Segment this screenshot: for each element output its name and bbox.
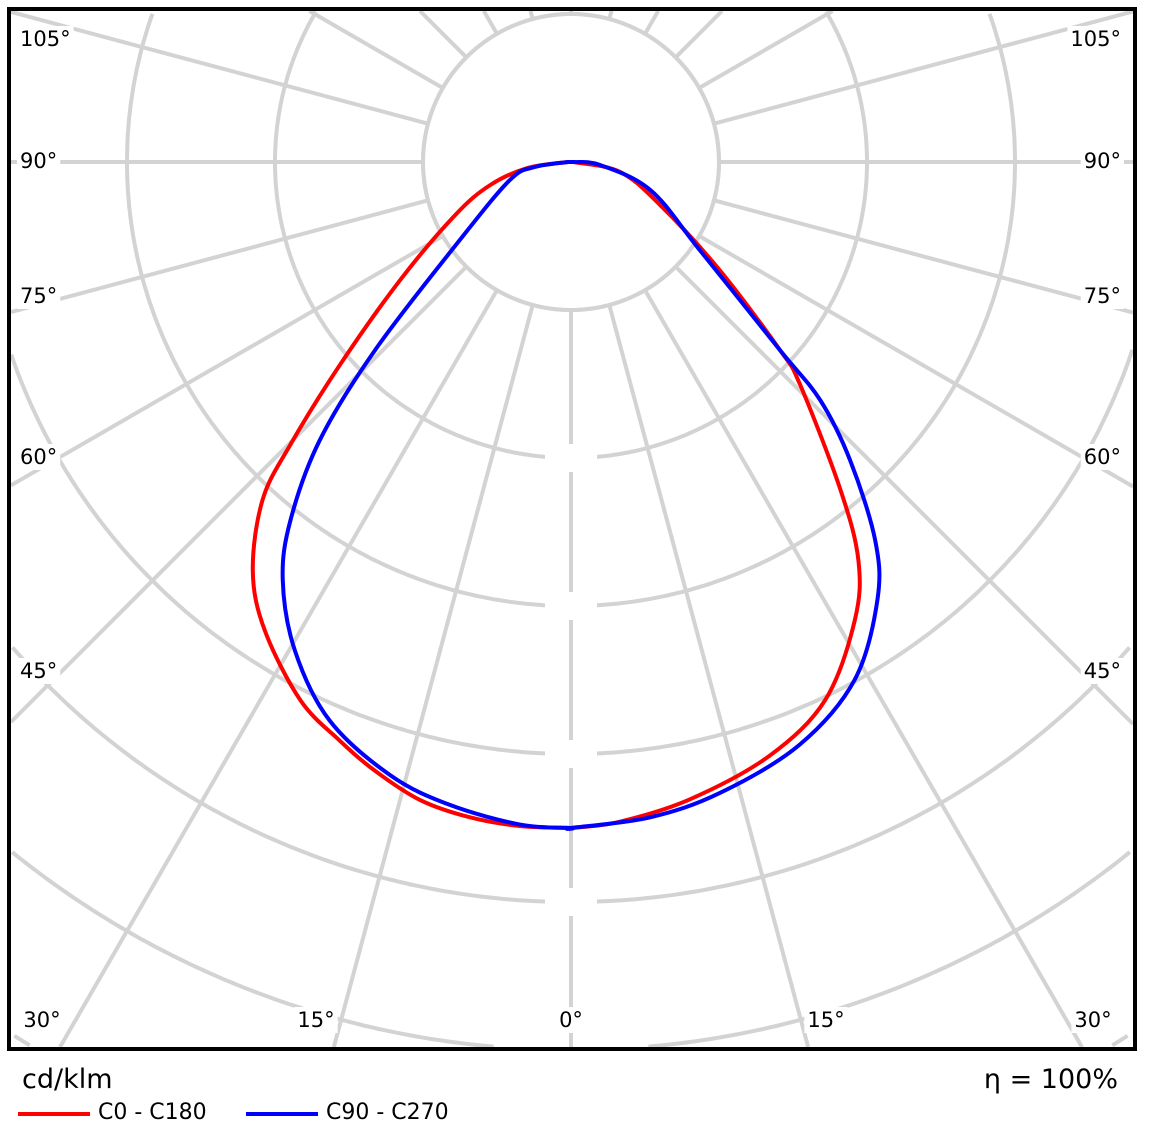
- legend-swatch-blue: [246, 1112, 318, 1116]
- scale-label-blank: [545, 592, 597, 620]
- grid-spoke: [607, 304, 811, 1048]
- legend-label: C0 - C180: [98, 1100, 207, 1125]
- angle-tick-label: 75°: [20, 284, 57, 308]
- grid-ring: [125, 13, 1017, 608]
- label-background: [1080, 283, 1124, 309]
- legend-swatch-red: [18, 1112, 90, 1116]
- angle-labels: 105° 90° 75° 60° 45° 105° 90° 75° 60° 45° 30° 15° 0°…: [17, 26, 1124, 1033]
- unit-label: cd/klm: [22, 1064, 113, 1095]
- angle-tick-label: 90°: [1084, 149, 1121, 173]
- polar-grid: [9, 9, 1135, 1049]
- angle-tick-label: 45°: [20, 659, 57, 683]
- legend-label: C90 - C270: [326, 1100, 449, 1125]
- grid-spoke: [418, 9, 468, 59]
- grid-ring: [11, 646, 1131, 904]
- efficiency-label: η = 100%: [983, 1064, 1118, 1095]
- grid-spoke: [713, 198, 1134, 315]
- label-background: [556, 1007, 586, 1033]
- label-background: [1071, 1007, 1115, 1033]
- grid-ring: [10, 850, 1132, 1049]
- label-background: [1080, 148, 1124, 174]
- angle-tick-label: 0°: [559, 1008, 583, 1032]
- label-background: [17, 658, 61, 684]
- scale-label-blank: [545, 740, 597, 768]
- label-background: [804, 1007, 848, 1033]
- label-background: [17, 26, 74, 52]
- grid-spoke: [643, 10, 660, 35]
- label-background: [294, 1007, 338, 1033]
- intensity-curves: [250, 159, 882, 831]
- angle-tick-label: 60°: [20, 445, 57, 469]
- chart-frame: [7, 7, 1137, 1051]
- grid-spoke: [308, 9, 444, 90]
- label-background: [17, 283, 61, 309]
- angle-tick-label: 30°: [23, 1008, 60, 1032]
- scale-label-blank: [545, 888, 597, 916]
- grid-ring: [13, 1034, 1129, 1048]
- label-background: [1080, 658, 1124, 684]
- grid-spoke: [674, 265, 1135, 726]
- angle-tick-label: 15°: [297, 1008, 334, 1032]
- grid-ring: [421, 12, 721, 312]
- label-background: [1067, 26, 1124, 52]
- angle-tick-label: 90°: [20, 149, 57, 173]
- grid-spoke: [643, 289, 1084, 1048]
- angle-tick-label: 15°: [807, 1008, 844, 1032]
- grid-spoke: [10, 10, 429, 126]
- angle-tick-label: 60°: [1084, 445, 1121, 469]
- label-background: [17, 148, 61, 174]
- grid-spoke: [9, 234, 444, 488]
- angle-tick-label: 30°: [1074, 1008, 1111, 1032]
- scale-label-blank: [545, 444, 597, 472]
- grid-spoke: [331, 304, 535, 1048]
- angle-tick-label: 75°: [1084, 284, 1121, 308]
- angle-tick-label: 105°: [1070, 27, 1121, 51]
- grid-spoke: [713, 9, 1134, 126]
- grid-spoke: [9, 265, 468, 724]
- grid-spoke: [698, 234, 1135, 489]
- label-background: [1080, 444, 1124, 470]
- angle-tick-label: 105°: [20, 27, 71, 51]
- label-background: [17, 444, 61, 470]
- label-background: [20, 1007, 64, 1033]
- series-line-c90-c270: [280, 159, 882, 831]
- grid-spoke: [482, 9, 499, 35]
- grid-spoke: [58, 289, 499, 1048]
- grid-spoke: [10, 198, 429, 314]
- grid-spoke: [674, 9, 724, 59]
- angle-tick-label: 45°: [1084, 659, 1121, 683]
- grid-spoke: [698, 9, 834, 90]
